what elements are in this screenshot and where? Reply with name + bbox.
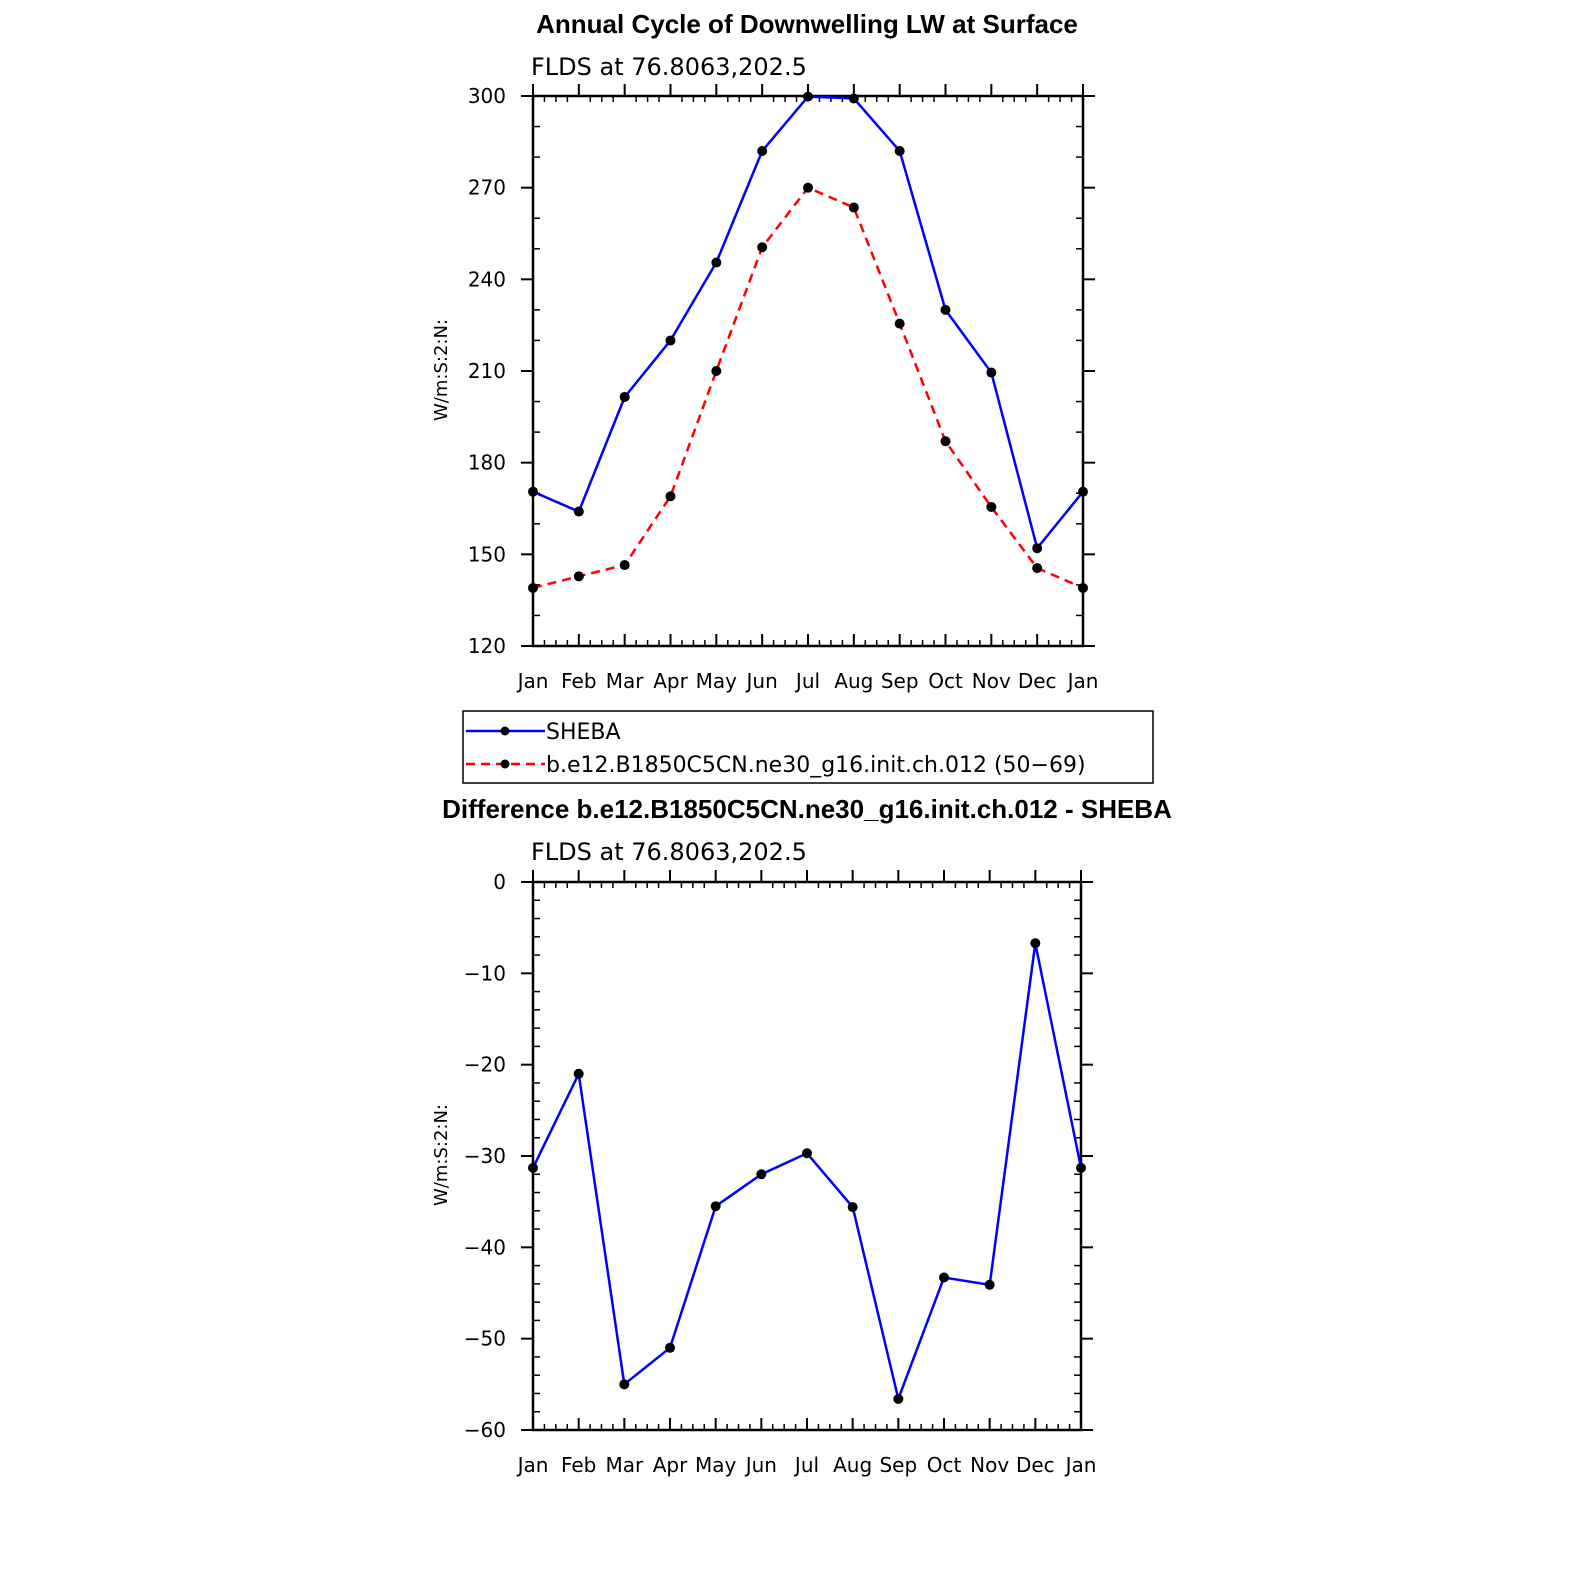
chart2-xtick-label: Jul bbox=[793, 1453, 819, 1477]
chart1-xtick-label: Jan bbox=[516, 669, 549, 693]
chart1-plot: Jan Feb Mar Apr May Jun Jul Aug Sep Oct Nov Dec Jan 1… bbox=[468, 84, 1099, 693]
chart2-xtick-label: Aug bbox=[833, 1453, 872, 1477]
chart1-ytick-label: 210 bbox=[468, 359, 506, 383]
legend-marker-sheba bbox=[500, 726, 510, 736]
chart2-xtick-label: Feb bbox=[561, 1453, 596, 1477]
chart2-series-0-line bbox=[531, 942, 1083, 1404]
chart2-series-0-point bbox=[710, 1201, 721, 1212]
chart1-series-1-point bbox=[573, 571, 584, 582]
chart1-title: Annual Cycle of Downwelling LW at Surfac… bbox=[536, 9, 1078, 39]
chart1-series-0-point bbox=[619, 391, 630, 402]
chart1-xtick-label: Apr bbox=[653, 669, 688, 693]
chart1-series-1-point bbox=[528, 582, 538, 593]
chart2-xtick-label: Apr bbox=[653, 1453, 688, 1477]
chart1-series-1-point bbox=[940, 436, 951, 447]
chart1-series-0-line bbox=[532, 95, 1084, 551]
chart2-series-0-point bbox=[939, 1272, 949, 1283]
chart1-frame bbox=[531, 94, 1085, 648]
chart2-series-0-point bbox=[528, 1162, 538, 1173]
chart1-series-0-point bbox=[986, 367, 997, 378]
chart1-series-1-line bbox=[532, 186, 1084, 590]
chart1-series-0-point bbox=[665, 335, 676, 346]
chart1-series-0-point bbox=[1078, 486, 1088, 497]
chart1-xtick-label: Mar bbox=[606, 669, 645, 693]
chart2-series-0-point bbox=[893, 1393, 904, 1404]
chart2-plot: Jan Feb Mar Apr May Jun Jul Aug Sep Oct Nov Dec Jan−… bbox=[464, 870, 1097, 1477]
chart2-ytick-label: −60 bbox=[464, 1418, 506, 1442]
chart1-xtick-label: May bbox=[696, 669, 738, 693]
chart1-series-0-point bbox=[848, 93, 859, 104]
chart1-xtick-label: Feb bbox=[561, 669, 596, 693]
chart1-series-0-point bbox=[528, 486, 538, 497]
chart2-xtick-label: Dec bbox=[1016, 1453, 1055, 1477]
chart1-series-1-point bbox=[665, 491, 676, 502]
chart1-series-1-point bbox=[619, 560, 630, 571]
chart2-series-0-point bbox=[573, 1068, 584, 1079]
chart1-series-0-point bbox=[940, 304, 951, 315]
chart2-series-0-point bbox=[847, 1202, 858, 1213]
chart2-series-0-point bbox=[984, 1279, 995, 1290]
chart2-ytick-label: −10 bbox=[464, 961, 506, 985]
chart2-xtick-label: May bbox=[695, 1453, 737, 1477]
chart1-ytick-label: 120 bbox=[468, 634, 506, 658]
chart2-ytick-label: 0 bbox=[493, 870, 506, 894]
chart1-series-1-point bbox=[986, 501, 997, 512]
chart1-series-0-point bbox=[757, 146, 768, 156]
chart1-series-1-point bbox=[1032, 563, 1043, 574]
chart1-xtick-label: Dec bbox=[1018, 669, 1057, 693]
chart1-xtick-label: Nov bbox=[972, 669, 1011, 693]
chart1-series-1-point bbox=[1078, 582, 1088, 593]
chart1-xtick-label: Jul bbox=[794, 669, 820, 693]
chart1-series-0-point bbox=[573, 506, 584, 517]
chart2-xtick-label: Oct bbox=[927, 1453, 962, 1477]
chart1-xtick-label: Oct bbox=[928, 669, 963, 693]
legend-box bbox=[462, 710, 1154, 784]
chart1-xtick-label: Jun bbox=[745, 669, 778, 693]
legend-label-sheba: SHEBA bbox=[546, 720, 621, 745]
chart1-series-1-point bbox=[803, 182, 813, 193]
chart1-xtick-label: Aug bbox=[834, 669, 873, 693]
legend-marker-model bbox=[500, 759, 510, 769]
chart1-ytick-label: 270 bbox=[468, 176, 506, 200]
chart1-ytick-label: 180 bbox=[468, 451, 506, 475]
chart2-subtitle: FLDS at 76.8063,202.5 bbox=[531, 838, 807, 866]
legend: SHEBA b.e12.B1850C5CN.ne30_g16.init.ch.0… bbox=[462, 710, 1154, 784]
chart1-series-1-point bbox=[711, 366, 722, 376]
chart1-series-0-point bbox=[894, 146, 905, 156]
legend-label-model: b.e12.B1850C5CN.ne30_g16.init.ch.012 (50… bbox=[546, 753, 1086, 778]
chart1-ylabel: W/m:S:2:N: bbox=[431, 319, 452, 421]
chart1-ytick-label: 150 bbox=[468, 542, 506, 566]
chart1-series-1-point bbox=[848, 202, 859, 213]
chart2-series-0-point bbox=[756, 1169, 767, 1180]
chart1-subtitle: FLDS at 76.8063,202.5 bbox=[531, 53, 807, 81]
chart2-series-0-point bbox=[619, 1379, 630, 1390]
chart2-xtick-label: Nov bbox=[970, 1453, 1009, 1477]
chart2-ytick-label: −50 bbox=[464, 1327, 506, 1351]
chart2-title: Difference b.e12.B1850C5CN.ne30_g16.init… bbox=[442, 794, 1172, 824]
chart2-series-0-point bbox=[1076, 1162, 1086, 1173]
chart2-xtick-label: Sep bbox=[879, 1453, 917, 1477]
chart1-xtick-label: Jan bbox=[1066, 669, 1099, 693]
chart1-series-0-point bbox=[711, 257, 722, 268]
chart1-ytick-label: 300 bbox=[468, 84, 506, 108]
chart2-xtick-label: Mar bbox=[605, 1453, 644, 1477]
chart2-xtick-label: Jun bbox=[744, 1453, 777, 1477]
chart2-ytick-label: −30 bbox=[464, 1144, 506, 1168]
chart1-series-1-point bbox=[757, 242, 768, 253]
chart1-ytick-label: 240 bbox=[468, 267, 506, 291]
chart1-series-0-point bbox=[803, 91, 813, 102]
chart2-xtick-label: Jan bbox=[516, 1453, 549, 1477]
chart1-series-0-point bbox=[1032, 543, 1043, 554]
chart2-series-0-point bbox=[665, 1342, 675, 1353]
chart2-series-0-point bbox=[802, 1148, 812, 1159]
chart2-xtick-label: Jan bbox=[1064, 1453, 1097, 1477]
chart2-ylabel: W/m:S:2:N: bbox=[431, 1104, 452, 1206]
chart2-ytick-label: −20 bbox=[464, 1053, 506, 1077]
chart1-series-1-point bbox=[894, 318, 905, 329]
chart1-xtick-label: Sep bbox=[881, 669, 919, 693]
chart2-ytick-label: −40 bbox=[464, 1235, 506, 1259]
chart2-series-0-point bbox=[1030, 938, 1041, 949]
